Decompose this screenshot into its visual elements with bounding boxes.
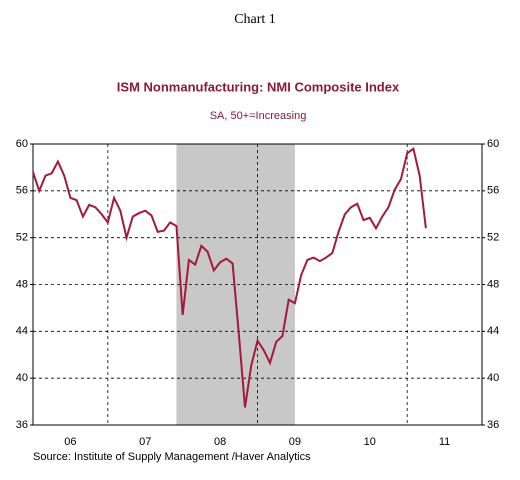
source: Source: Institute of Supply Management /… [33,451,311,463]
chart-subtitle: SA, 50+=Increasing [210,110,307,122]
y-tick-label: 56 [16,185,28,197]
x-tick-label: 10 [364,436,376,448]
data-line [32,146,427,408]
y-tick-label: 44 [16,325,28,337]
y-tick-label: 52 [16,232,28,244]
y2-tick-label: 52 [487,232,499,244]
x-tick-label: 11 [439,436,450,448]
y-tick-label: 60 [16,138,28,150]
y2-tick-label: 40 [487,372,499,384]
x-tick-label: 09 [289,436,301,448]
y2-tick-label: 56 [487,185,499,197]
chart-title: ISM Nonmanufacturing: NMI Composite Inde… [117,79,400,94]
x-tick-label: 07 [139,436,151,448]
recession-shade [176,144,295,425]
y2-tick-label: 36 [487,419,499,431]
chart-header: Chart 1 [234,12,276,27]
plot-frame [32,143,483,426]
y-tick-label: 40 [16,372,28,384]
y2-tick-label: 44 [487,325,499,337]
y2-tick-label: 48 [487,278,499,290]
x-tick-label: 08 [214,436,226,448]
y-tick-label: 48 [16,278,28,290]
x-tick-label: 06 [64,436,76,448]
y2-tick-label: 60 [487,138,499,150]
y-tick-label: 36 [16,419,28,431]
